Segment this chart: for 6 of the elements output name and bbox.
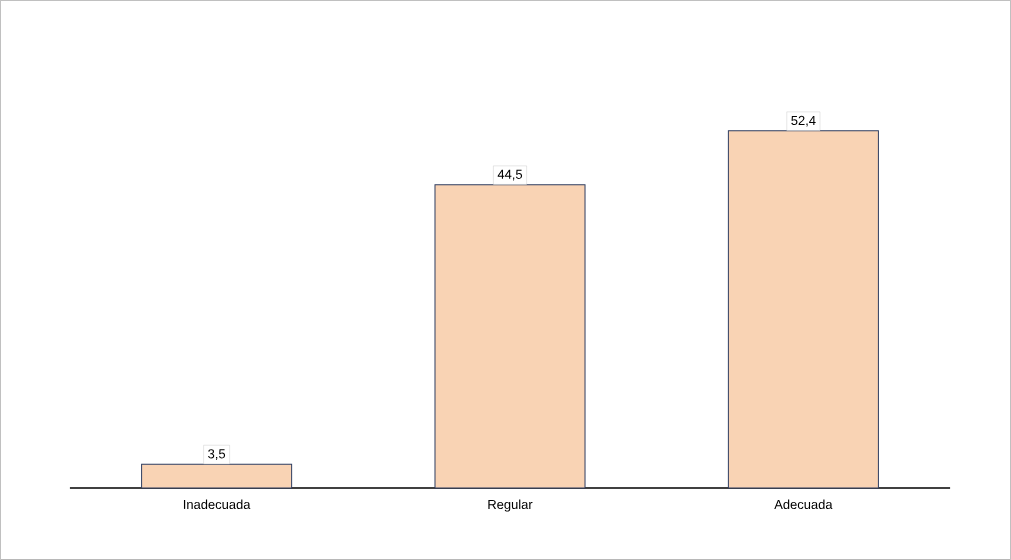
data-label: 3,5	[208, 449, 226, 460]
x-tick-label: Inadecuada	[183, 499, 251, 510]
x-tick-label: Regular	[488, 499, 533, 512]
x-tick-label: Adecuada	[774, 499, 833, 510]
data-label: 52,4	[791, 115, 816, 127]
data-label: 44,5	[497, 169, 523, 181]
